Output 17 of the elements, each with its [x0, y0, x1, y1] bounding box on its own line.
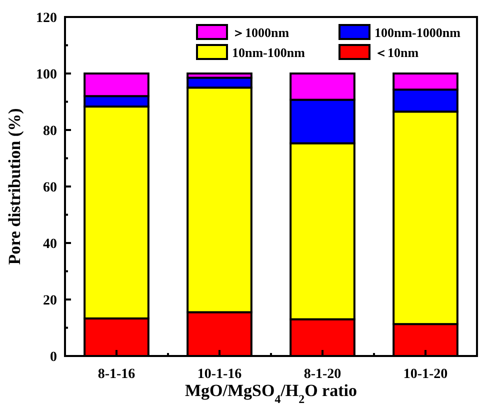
legend-label: ＞1000nm: [232, 25, 290, 40]
y-tick-label: 80: [43, 124, 57, 139]
y-tick-label: 20: [43, 293, 57, 308]
y-tick-label: 120: [36, 10, 57, 26]
legend-label: ＜10nm: [374, 45, 419, 60]
y-tick-label: 0: [50, 350, 57, 365]
y-axis-title: Pore distribution (%): [5, 108, 24, 265]
x-tick-label: 8-1-20: [304, 367, 342, 382]
legend-label: 10nm-100nm: [232, 45, 306, 60]
legend-label: 100nm-1000nm: [374, 25, 461, 40]
y-tick-label: 40: [43, 236, 57, 252]
x-tick-label: 10-1-16: [197, 367, 242, 382]
x-tick-label: 10-1-20: [403, 367, 448, 382]
y-tick-label: 100: [36, 67, 57, 82]
x-tick-label: 8-1-16: [98, 367, 136, 382]
y-tick-label: 60: [43, 180, 57, 196]
x-axis-title: MgO/MgSO$_{4}$/H$_{2}$O ratio: [185, 381, 357, 406]
